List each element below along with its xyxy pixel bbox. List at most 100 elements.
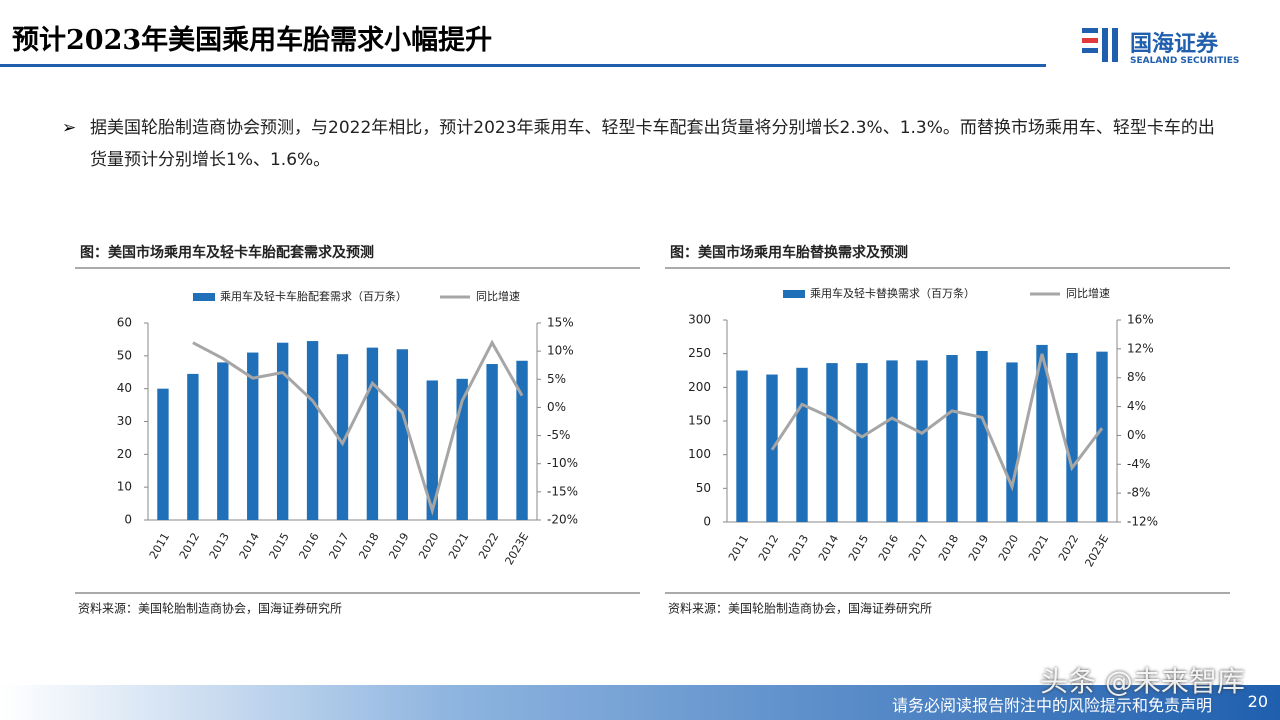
x-tick-label: 2023E [502,530,531,567]
x-tick-label: 2016 [297,531,322,562]
bar [946,355,958,522]
x-tick-label: 2015 [846,533,871,564]
y-tick-label: 300 [688,313,711,327]
bar [336,354,349,520]
x-tick-label: 2011 [147,531,172,562]
legend-label: 同比增速 [476,289,520,303]
y2-tick-label: -8% [1127,486,1150,500]
bar [736,370,748,522]
page-number: 20 [1247,692,1268,711]
x-tick-label: 2014 [816,533,841,564]
x-tick-label: 2017 [326,531,351,562]
bar [856,363,868,522]
x-tick-label: 2021 [446,531,471,562]
bar [826,363,838,522]
logo-subtext: SEALAND SECURITIES [1130,56,1240,66]
y2-tick-label: -12% [1127,515,1158,529]
y-tick-label: 0 [124,513,132,527]
disclaimer: 请务必阅读报告附注中的风险提示和免责声明 [891,696,1212,715]
y-tick-label: 10 [117,480,132,494]
y2-tick-label: 8% [1127,370,1146,384]
x-tick-label: 2023E [1082,532,1111,569]
y2-tick-label: 12% [1127,341,1154,355]
source-note: 资料来源：美国轮胎制造商协会，国海证券研究所 [78,601,342,616]
bar [976,350,988,522]
bar [1006,362,1018,522]
x-tick-label: 2019 [386,531,411,562]
x-tick-label: 2016 [876,533,901,564]
y-tick-label: 60 [117,316,132,330]
bar [516,360,528,520]
watermark: 头条 @未来智库 [1040,665,1245,698]
bar [796,367,808,522]
bar [217,362,229,520]
x-tick-label: 2018 [936,533,961,564]
legend-label: 乘用车及轻卡替换需求（百万条） [810,286,975,300]
chart-title: 图：美国市场乘用车胎替换需求及预测 [670,244,908,261]
y-tick-label: 100 [688,447,711,461]
x-tick-label: 2022 [476,531,501,562]
bar [1036,344,1048,522]
source-note: 资料来源：美国轮胎制造商协会，国海证券研究所 [668,601,932,616]
legend-swatch [193,293,215,301]
x-tick-label: 2018 [356,531,381,562]
x-tick-label: 2022 [1056,533,1081,564]
bar [396,349,409,520]
y-tick-label: 30 [117,414,132,428]
y-tick-label: 200 [688,380,711,394]
logo-text: 国海证券 [1130,32,1219,57]
bar [157,388,169,520]
y-tick-label: 0 [703,515,711,529]
x-tick-label: 2020 [416,531,441,562]
bar [886,360,898,522]
y2-tick-label: 5% [547,372,566,386]
title-rule [0,64,1046,67]
y-tick-label: 50 [696,481,711,495]
x-tick-label: 2011 [726,533,751,564]
x-tick-label: 2021 [1026,533,1051,564]
legend-swatch [783,290,805,298]
y-tick-label: 50 [117,348,132,362]
footer-bar [0,685,1280,720]
y2-tick-label: 4% [1127,399,1146,413]
y2-tick-label: 15% [547,316,574,330]
y2-tick-label: 16% [1127,313,1154,327]
y-tick-label: 20 [117,447,132,461]
legend-label: 同比增速 [1066,286,1110,300]
x-tick-label: 2014 [237,531,262,562]
x-tick-label: 2012 [177,531,202,562]
bar [306,341,319,520]
y2-tick-label: -20% [547,513,578,527]
bullet-icon: ➢ [62,118,77,138]
x-tick-label: 2019 [966,533,991,564]
y2-tick-label: -5% [547,428,570,442]
bar [486,364,498,520]
bar [1096,351,1108,522]
line [192,339,524,516]
bar [366,347,379,520]
y2-tick-label: -4% [1127,457,1150,471]
logo-mark [1082,28,1118,62]
chart-title: 图：美国市场乘用车及轻卡车胎配套需求及预测 [80,244,374,261]
x-tick-label: 2015 [267,531,292,562]
y2-tick-label: 0% [547,400,566,414]
x-tick-label: 2013 [786,533,811,564]
bar [456,378,468,520]
y2-tick-label: 0% [1127,428,1146,442]
bar [187,373,199,520]
line [770,353,1104,492]
y-tick-label: 40 [117,381,132,395]
bar [1066,352,1078,522]
bar [247,352,259,520]
x-tick-label: 2012 [756,533,781,564]
y2-tick-label: -15% [547,484,578,498]
charts: 图：美国市场乘用车及轻卡车胎配套需求及预测资料来源：美国轮胎制造商协会，国海证券… [75,244,1230,616]
x-tick-label: 2013 [207,531,232,562]
bar [916,360,928,522]
slide-title: 预计2023年美国乘用车胎需求小幅提升 [12,25,493,56]
y-tick-label: 150 [688,414,711,428]
bar [276,342,289,520]
x-tick-label: 2017 [906,533,931,564]
y-tick-label: 250 [688,346,711,360]
